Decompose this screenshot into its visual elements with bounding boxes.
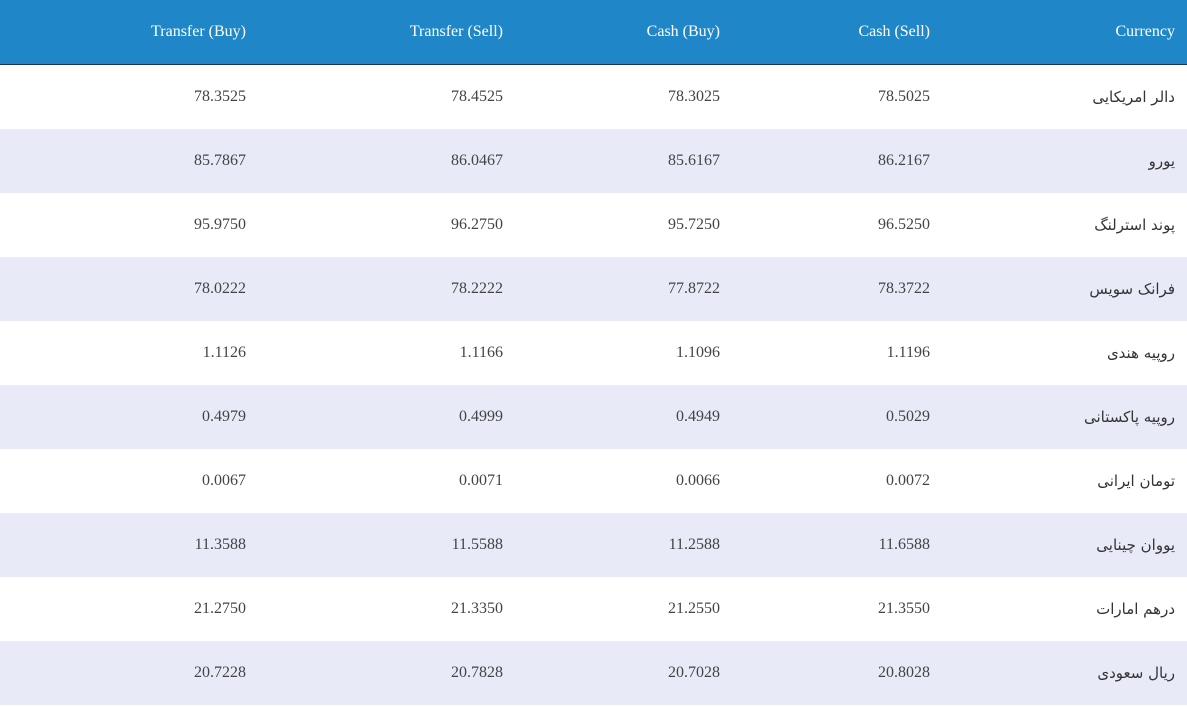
currency-name: روپیه پاکستانی [942, 385, 1187, 449]
rate-cell: 1.1196 [886, 344, 930, 361]
currency-name: درهم امارات [1096, 600, 1175, 618]
rate-cell: 78.3525 [194, 88, 246, 105]
rate-cell: 20.7228 [0, 641, 258, 705]
currency-name: ریال سعودی [942, 641, 1187, 705]
rate-row: 11.3588 11.5588 11.2588 11.6588 یووان چینایی [0, 513, 1187, 577]
rate-cell: 21.2750 [194, 600, 246, 617]
rate-cell: 1.1166 [459, 344, 503, 361]
rate-cell: 85.7867 [0, 129, 258, 193]
rate-cell: 96.5250 [878, 216, 930, 233]
rate-cell: 78.5025 [878, 88, 930, 105]
rate-cell: 0.0066 [676, 472, 720, 489]
rate-row: 1.1126 1.1166 1.1096 1.1196 روپیه هندی [0, 321, 1187, 385]
currency-name: روپیه هندی [1106, 344, 1175, 362]
rate-row: 21.2750 21.3350 21.2550 21.3550 درهم امارات [0, 577, 1187, 641]
rate-cell: 0.4949 [515, 385, 732, 449]
rate-cell: 11.3588 [0, 513, 258, 577]
rate-cell: 86.0467 [258, 129, 515, 193]
rate-row: 20.7228 20.7828 20.7028 20.8028 ریال سعودی [0, 641, 1187, 705]
rate-cell: 20.7828 [258, 641, 515, 705]
rate-row: 0.4979 0.4999 0.4949 0.5029 روپیه پاکستانی [0, 385, 1187, 449]
rate-cell: 86.2167 [732, 129, 942, 193]
column-header: Transfer (Buy) [0, 0, 258, 65]
rate-row: 78.3525 78.4525 78.3025 78.5025 دالر امریکای… [0, 65, 1187, 130]
rate-cell: 78.4525 [451, 88, 503, 105]
rate-cell: 0.5029 [732, 385, 942, 449]
table-body: 78.3525 78.4525 78.3025 78.5025 دالر امریکای… [0, 65, 1187, 705]
currency-name: فرانک سویس [942, 257, 1187, 321]
rate-row: 95.9750 96.2750 95.7250 96.5250 پوند استرلنگ [0, 193, 1187, 257]
rate-cell: 95.9750 [194, 216, 246, 233]
rate-cell: 11.5588 [258, 513, 515, 577]
rate-cell: 78.3722 [732, 257, 942, 321]
rate-cell: 0.0071 [459, 472, 503, 489]
currency-name: پوند استرلنگ [1094, 216, 1175, 234]
rate-row: 78.0222 78.2222 77.8722 78.3722 فرانک سویس [0, 257, 1187, 321]
rate-cell: 11.6588 [732, 513, 942, 577]
header-row: Transfer (Buy) Transfer (Sell) Cash (Buy) C… [0, 0, 1187, 65]
rate-cell: 21.2550 [668, 600, 720, 617]
rate-cell: 0.4999 [258, 385, 515, 449]
currency-name: دالر امریکایی [1092, 88, 1175, 106]
table-header: Transfer (Buy) Transfer (Sell) Cash (Buy) C… [0, 0, 1187, 65]
column-header: Currency [942, 0, 1187, 65]
rate-cell: 20.8028 [732, 641, 942, 705]
rate-cell: 96.2750 [451, 216, 503, 233]
rate-cell: 20.7028 [515, 641, 732, 705]
rate-cell: 21.3550 [878, 600, 930, 617]
rate-cell: 1.1126 [202, 344, 246, 361]
rate-cell: 95.7250 [668, 216, 720, 233]
column-header: Cash (Buy) [515, 0, 732, 65]
rate-cell: 77.8722 [515, 257, 732, 321]
currency-name: یووان چینایی [942, 513, 1187, 577]
rate-cell: 0.4979 [0, 385, 258, 449]
rate-cell: 21.3350 [451, 600, 503, 617]
currency-name: یورو [942, 129, 1187, 193]
currency-name: تومان ایرانی [1097, 472, 1175, 490]
rate-row: 0.0067 0.0071 0.0066 0.0072 تومان ایرانی [0, 449, 1187, 513]
rate-cell: 85.6167 [515, 129, 732, 193]
column-header: Transfer (Sell) [258, 0, 515, 65]
rate-cell: 1.1096 [676, 344, 720, 361]
rate-cell: 78.3025 [668, 88, 720, 105]
rate-cell: 78.2222 [258, 257, 515, 321]
rate-cell: 78.0222 [0, 257, 258, 321]
rate-cell: 11.2588 [515, 513, 732, 577]
column-header: Cash (Sell) [732, 0, 942, 65]
rate-cell: 0.0072 [886, 472, 930, 489]
rate-cell: 0.0067 [202, 472, 246, 489]
rate-row: 85.7867 86.0467 85.6167 86.2167 یورو [0, 129, 1187, 193]
